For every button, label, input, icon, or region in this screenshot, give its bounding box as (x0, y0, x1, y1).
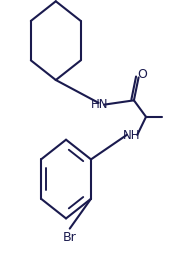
Text: Br: Br (63, 231, 77, 244)
Text: O: O (137, 68, 147, 82)
Text: HN: HN (91, 98, 108, 111)
Text: NH: NH (123, 129, 141, 142)
